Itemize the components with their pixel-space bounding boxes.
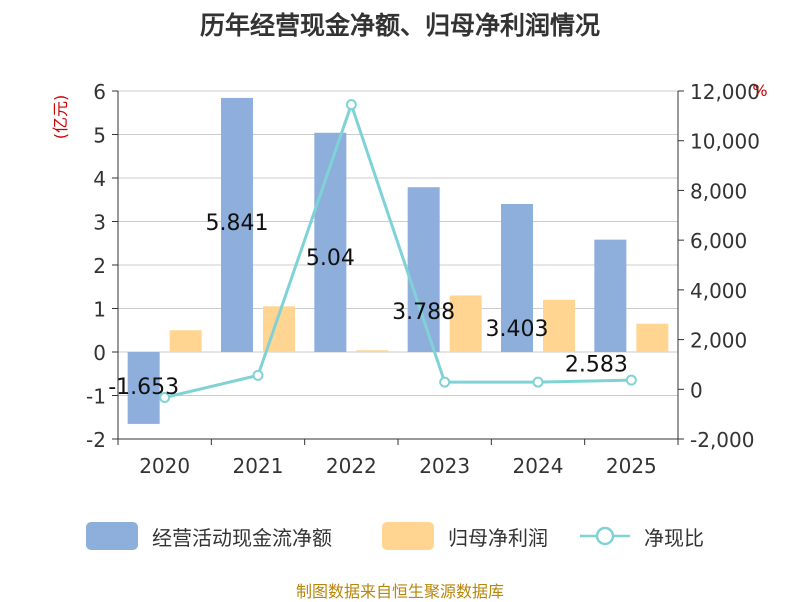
- bar-operating-cash: [594, 239, 627, 352]
- bar-value-label: 5.04: [306, 246, 355, 271]
- bar-net-profit: [636, 323, 669, 352]
- ratio-point: [345, 99, 357, 111]
- left-tick-label: 0: [93, 341, 106, 365]
- legend-item-cash-ratio[interactable]: 净现比: [580, 518, 704, 554]
- ratio-point: [625, 374, 637, 386]
- grid-lines: [118, 90, 678, 440]
- ratio-point: [439, 376, 451, 388]
- left-tick-label: 6: [93, 80, 106, 104]
- legend-label-operating-cash: 经营活动现金流净额: [152, 525, 332, 550]
- bar-value-label: 5.841: [206, 211, 269, 236]
- bar-value-label: 3.788: [392, 300, 455, 325]
- left-axis-unit-label: (亿元): [51, 95, 70, 140]
- bar-value-label: 2.583: [565, 353, 628, 378]
- right-tick-label: 6,000: [690, 229, 747, 253]
- legend-item-operating-cash[interactable]: 经营活动现金流净额: [86, 518, 332, 554]
- right-tick-label: -2,000: [690, 428, 754, 452]
- bar-operating-cash: [407, 187, 440, 352]
- left-tick-label: 5: [93, 124, 106, 148]
- legend-swatch-operating-cash: [86, 522, 138, 550]
- left-tick-label: 1: [93, 298, 106, 322]
- right-tick-label: 10,000: [690, 130, 760, 154]
- bars: [127, 97, 669, 424]
- left-tick-label: -2: [86, 428, 106, 452]
- ratio-point: [532, 376, 544, 388]
- x-tick-label: 2025: [606, 454, 657, 478]
- legend-label-cash-ratio: 净现比: [644, 525, 704, 550]
- data-labels: -1.653 5.841 5.04 3.788 3.403 2.583: [108, 211, 628, 400]
- x-tick-label: 2024: [513, 454, 564, 478]
- bar-value-label: 3.403: [486, 317, 549, 342]
- right-tick-label: 12,000: [690, 80, 760, 104]
- left-tick-label: 3: [93, 211, 106, 235]
- bar-net-profit: [543, 299, 575, 352]
- bar-operating-cash: [501, 203, 533, 352]
- right-tick-label: 4,000: [690, 279, 747, 303]
- legend: 经营活动现金流净额 归母净利润 净现比: [0, 518, 800, 554]
- x-tick-label: 2020: [139, 454, 190, 478]
- ratio-line-path: [164, 100, 632, 399]
- bar-operating-cash: [221, 97, 253, 352]
- bar-value-label: -1.653: [108, 375, 179, 400]
- ratio-point: [252, 369, 264, 381]
- right-tick-label: 0: [690, 378, 703, 402]
- legend-swatch-net-profit: [382, 522, 434, 550]
- x-tick-label: 2023: [419, 454, 470, 478]
- left-tick-label: 4: [93, 167, 106, 191]
- ratio-line: [159, 99, 637, 403]
- chart-title: 历年经营现金净额、归母净利润情况: [199, 11, 600, 40]
- bar-net-profit: [449, 295, 482, 352]
- ratio-point: [159, 391, 171, 403]
- right-tick-label: 8,000: [690, 179, 747, 203]
- axes: 6 5 4 3 2 1 0 -1 -2 12,000 10,000 8,000 6,000 4,000 2,…: [86, 80, 760, 478]
- bar-net-profit: [356, 350, 389, 352]
- right-axis-unit-label: %: [752, 81, 767, 100]
- source-note: 制图数据来自恒生聚源数据库: [295, 582, 504, 601]
- legend-line-icon: [580, 526, 630, 546]
- right-tick-label: 2,000: [690, 329, 747, 353]
- x-tick-label: 2022: [326, 454, 377, 478]
- x-tick-label: 2021: [233, 454, 284, 478]
- left-tick-label: -1: [86, 385, 106, 409]
- legend-label-net-profit: 归母净利润: [448, 525, 548, 550]
- bar-operating-cash: [127, 352, 160, 424]
- bar-net-profit: [169, 330, 202, 352]
- left-tick-label: 2: [93, 254, 106, 278]
- legend-item-net-profit[interactable]: 归母净利润: [382, 518, 548, 554]
